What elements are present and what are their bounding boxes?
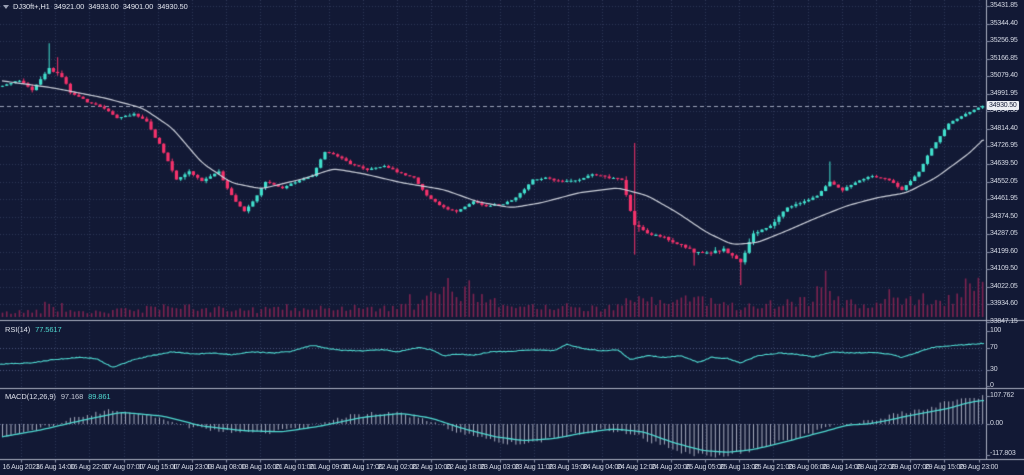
macd-signal-value: 89.861 [88,392,110,401]
macd-indicator-name: MACD(12,26,9) [5,392,56,401]
macd-scale-label: -117.803 [990,450,1016,458]
ohlc-high: 34933.00 [88,2,118,11]
price-axis-label: 34639.50 [990,160,1018,168]
price-axis-label: 34109.50 [990,265,1018,273]
price-axis-label: 35431.85 [990,2,1018,10]
macd-scale-label: 0.00 [990,420,1003,428]
price-axis-label: 35256.95 [990,37,1018,45]
chart-title: DJ30ft+,H1 34921.00 34933.00 34901.00 34… [3,2,188,11]
ohlc-open: 34921.00 [54,2,84,11]
rsi-scale-label: 0 [990,382,994,390]
price-axis-label: 35166.85 [990,55,1018,63]
price-axis-label: 35344.40 [990,20,1018,28]
chart-canvas[interactable] [0,0,1024,475]
symbol-dropdown-icon[interactable] [3,5,9,9]
macd-scale-label: 107.762 [990,392,1014,400]
symbol-period-label: DJ30ft+,H1 [13,2,50,11]
time-axis-label: 29 Aug 23:00 [956,464,1002,472]
chart-root: DJ30ft+,H1 34921.00 34933.00 34901.00 34… [0,0,1024,475]
rsi-value: 77.5617 [35,325,61,334]
rsi-scale-label: 100 [990,327,1001,335]
price-axis-label: 34991.95 [990,90,1018,98]
rsi-scale-label: 70 [990,344,997,352]
ohlc-close: 34930.50 [157,2,187,11]
macd-panel-label: MACD(12,26,9) 97.168 89.861 [5,392,111,401]
ohlc-low: 34901.00 [123,2,153,11]
price-axis-label: 34552.05 [990,178,1018,186]
price-axis-label: 34199.60 [990,248,1018,256]
price-axis-label: 35079.40 [990,72,1018,80]
price-axis-label: 34814.40 [990,125,1018,133]
price-axis-label: 33847.15 [990,318,1018,326]
rsi-scale-label: 30 [990,366,997,374]
macd-main-value: 97.168 [61,392,83,401]
price-axis-label: 33934.60 [990,300,1018,308]
price-axis-label: 34374.50 [990,213,1018,221]
rsi-indicator-name: RSI(14) [5,325,30,334]
price-axis-label: 34287.05 [990,230,1018,238]
price-axis-label: 34461.95 [990,195,1018,203]
price-axis-label: 34022.05 [990,283,1018,291]
current-price-box: 34930.50 [987,101,1019,110]
price-axis-label: 34726.95 [990,142,1018,150]
rsi-panel-label: RSI(14) 77.5617 [5,325,62,334]
